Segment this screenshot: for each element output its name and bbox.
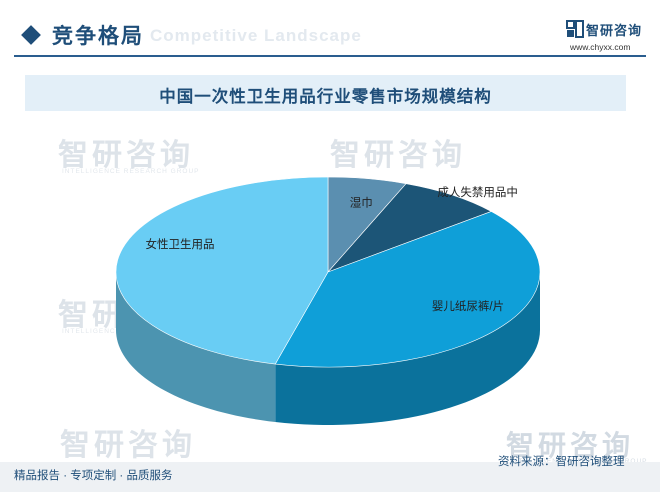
pie-slice	[327, 183, 493, 273]
brand: 智研咨询 www.chyxx.com	[566, 18, 656, 58]
pie-slice	[274, 211, 541, 368]
watermark: 智研咨询	[60, 429, 196, 462]
header-divider	[14, 55, 646, 57]
watermark: 智研咨询	[330, 139, 466, 172]
watermark: 智研咨询	[506, 430, 635, 461]
chart-title: 中国一次性卫生用品行业零售市场规模结构	[159, 88, 492, 106]
pie-slice-side	[116, 272, 276, 423]
section-title: 竞争格局	[52, 25, 144, 48]
pie-slice-side	[275, 272, 540, 425]
footer-tagline: 精品报告 · 专项定制 · 品质服务	[14, 470, 173, 482]
brand-name: 智研咨询	[586, 23, 643, 38]
chart-title-bar: 中国一次性卫生用品行业零售市场规模结构	[25, 75, 626, 111]
footer-bar	[0, 462, 660, 492]
brand-logo-icon	[566, 20, 584, 38]
source-note: 资料来源：智研咨询整理	[498, 456, 625, 468]
pie-slice-label: 女性卫生用品	[146, 237, 215, 251]
brand-url: www.chyxx.com	[570, 42, 631, 52]
watermark-sub: INTELLIGENCE RESEARCH GROUP	[62, 168, 200, 175]
watermark: 智研咨询	[58, 139, 194, 172]
pie-slice-label: 成人失禁用品中	[437, 186, 518, 199]
watermark-sub: INTELLIGENCE RESEARCH GROUP	[510, 458, 648, 465]
pie-slice-label: 湿巾	[350, 196, 373, 210]
pie-slice	[115, 176, 329, 365]
section-subtitle: Competitive Landscape	[150, 26, 362, 45]
pie-slice-label: 婴儿纸尿裤/片	[432, 299, 504, 313]
header: Competitive Landscape 竞争格局 智研咨询 www.chyx…	[0, 0, 660, 70]
